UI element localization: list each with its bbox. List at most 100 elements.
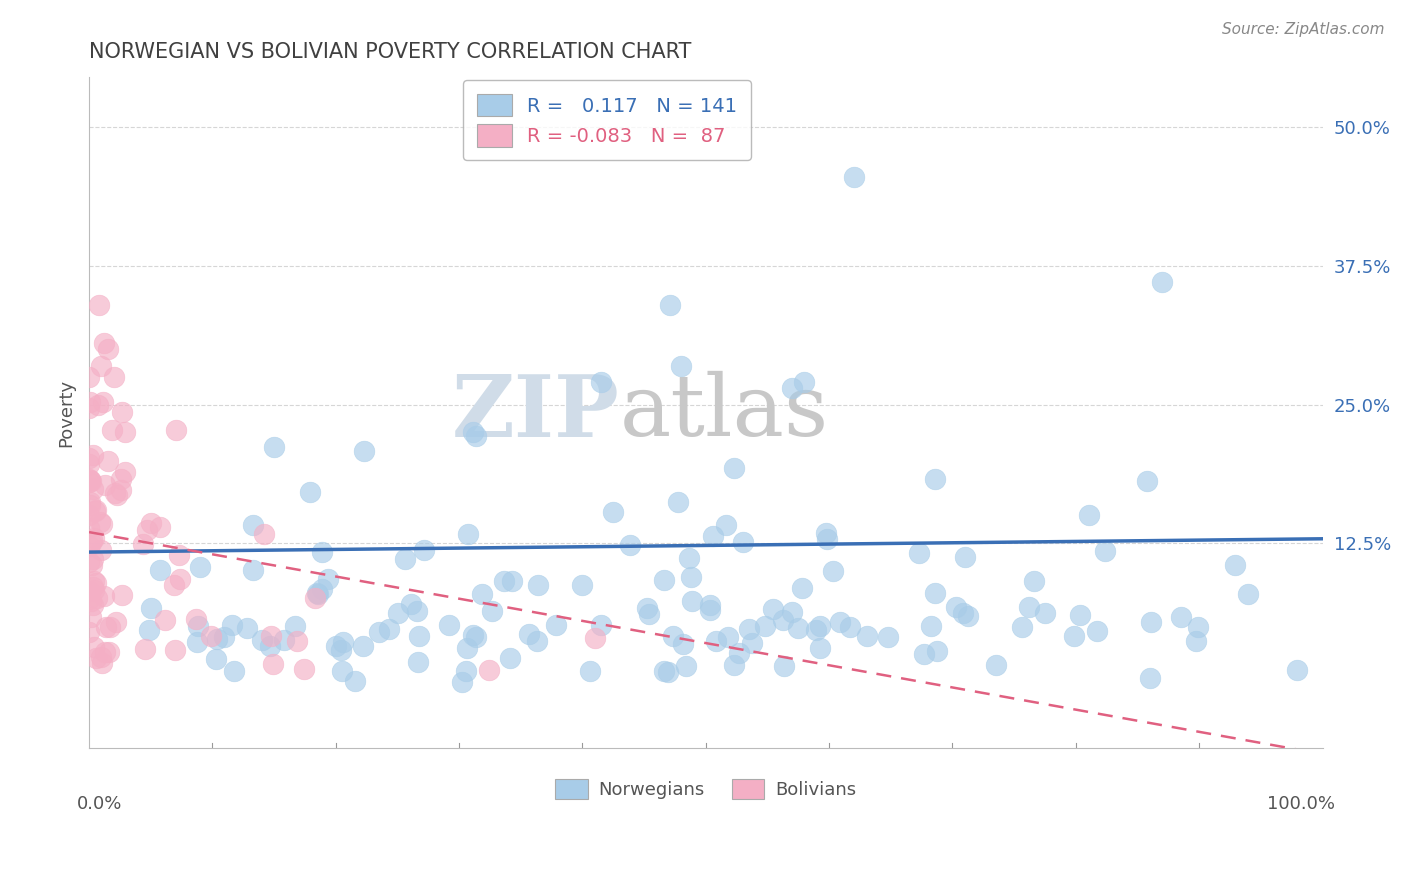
Point xyxy=(91,395,114,409)
Point xyxy=(188,559,211,574)
Point xyxy=(1140,615,1163,629)
Point xyxy=(163,577,186,591)
Point xyxy=(652,664,675,678)
Point xyxy=(79,555,101,569)
Point xyxy=(754,619,776,633)
Point xyxy=(790,581,813,595)
Point xyxy=(242,563,264,577)
Point xyxy=(311,545,333,559)
Legend: Norwegians, Bolivians: Norwegians, Bolivians xyxy=(548,772,863,806)
Point xyxy=(457,526,479,541)
Point xyxy=(134,642,156,657)
Point xyxy=(79,494,101,508)
Point xyxy=(1022,574,1045,588)
Point xyxy=(90,359,112,373)
Point xyxy=(591,375,613,389)
Point xyxy=(89,515,111,529)
Point xyxy=(82,482,104,496)
Point xyxy=(110,483,132,497)
Point xyxy=(316,572,339,586)
Point xyxy=(153,613,176,627)
Point xyxy=(728,646,751,660)
Point xyxy=(920,618,942,632)
Point xyxy=(1286,664,1309,678)
Point xyxy=(103,369,125,384)
Point xyxy=(773,658,796,673)
Point xyxy=(412,542,434,557)
Point xyxy=(114,425,136,439)
Point xyxy=(82,533,104,548)
Point xyxy=(287,634,309,648)
Point xyxy=(456,640,478,655)
Point xyxy=(702,528,724,542)
Point xyxy=(855,629,877,643)
Point xyxy=(77,457,100,471)
Point xyxy=(657,665,679,679)
Point xyxy=(478,663,501,677)
Point xyxy=(464,630,486,644)
Point xyxy=(817,532,839,546)
Point xyxy=(1078,508,1101,522)
Point xyxy=(1223,558,1246,573)
Point xyxy=(97,342,120,356)
Point xyxy=(666,495,689,509)
Point xyxy=(925,644,948,658)
Point xyxy=(907,546,929,560)
Point xyxy=(1152,276,1174,290)
Point xyxy=(699,598,721,612)
Point xyxy=(149,520,172,534)
Point xyxy=(77,584,100,599)
Point xyxy=(984,658,1007,673)
Point xyxy=(149,563,172,577)
Point xyxy=(84,651,107,665)
Point xyxy=(723,658,745,673)
Point xyxy=(110,472,132,486)
Point xyxy=(104,486,127,500)
Point xyxy=(662,629,685,643)
Point xyxy=(184,612,207,626)
Point xyxy=(169,572,191,586)
Point xyxy=(205,632,228,646)
Point xyxy=(235,621,257,635)
Point xyxy=(138,623,160,637)
Point xyxy=(205,652,228,666)
Point xyxy=(105,488,128,502)
Point xyxy=(111,405,134,419)
Point xyxy=(141,601,163,615)
Point xyxy=(762,602,785,616)
Point xyxy=(378,622,401,636)
Point xyxy=(494,574,516,588)
Point xyxy=(499,651,522,665)
Point xyxy=(546,617,568,632)
Point xyxy=(79,394,101,409)
Point xyxy=(464,429,486,443)
Point xyxy=(299,485,322,500)
Point xyxy=(787,621,810,635)
Point xyxy=(83,504,105,518)
Point xyxy=(83,532,105,546)
Point xyxy=(821,564,844,578)
Text: ZIP: ZIP xyxy=(451,371,620,455)
Point xyxy=(221,618,243,632)
Point xyxy=(912,647,935,661)
Point xyxy=(619,538,641,552)
Point xyxy=(311,582,333,597)
Point xyxy=(79,473,101,487)
Point xyxy=(1139,671,1161,685)
Point xyxy=(678,551,700,566)
Point xyxy=(242,517,264,532)
Point xyxy=(86,591,108,605)
Point xyxy=(808,641,831,656)
Point xyxy=(114,465,136,479)
Point xyxy=(200,629,222,643)
Point xyxy=(1237,587,1260,601)
Point xyxy=(717,630,740,644)
Point xyxy=(461,425,484,439)
Point xyxy=(82,580,104,594)
Point xyxy=(101,423,124,437)
Point xyxy=(325,639,347,653)
Point xyxy=(406,604,429,618)
Point xyxy=(602,505,624,519)
Point xyxy=(638,607,661,622)
Point xyxy=(91,516,114,531)
